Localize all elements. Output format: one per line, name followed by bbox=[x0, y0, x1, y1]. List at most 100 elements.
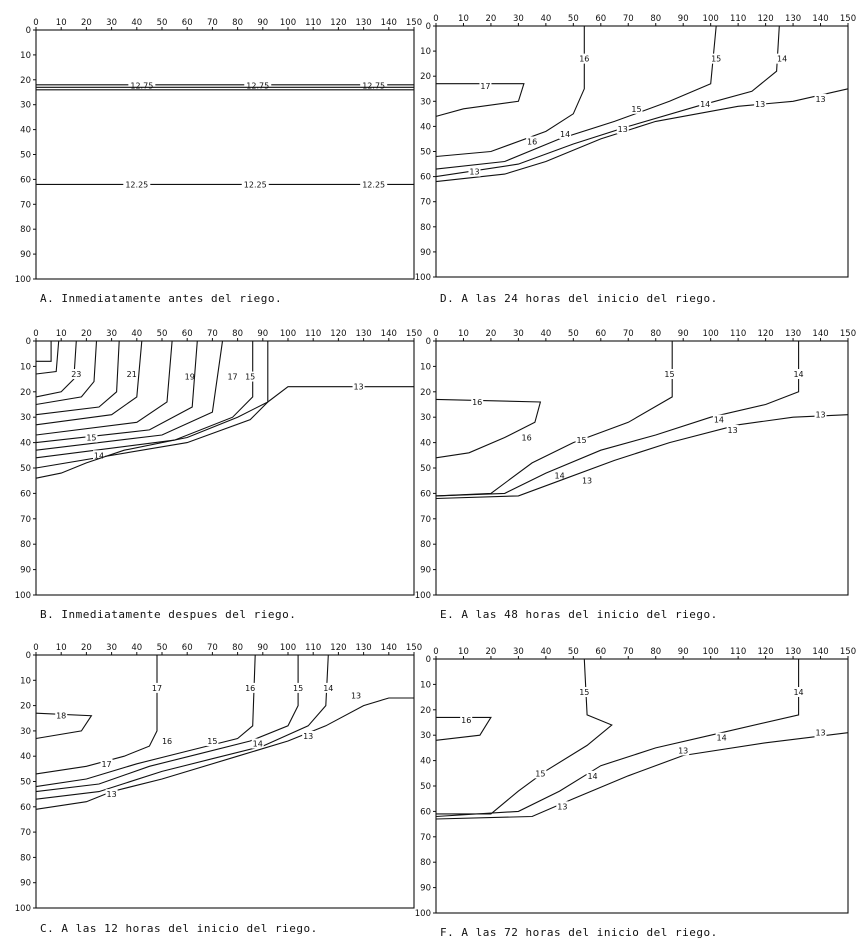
x-tick-label: 30 bbox=[513, 14, 524, 24]
y-tick-label: 0 bbox=[426, 22, 431, 32]
x-tick-label: 100 bbox=[280, 329, 296, 339]
x-tick-label: 30 bbox=[106, 643, 117, 653]
y-tick-label: 70 bbox=[20, 828, 31, 838]
contour-label: 16 bbox=[522, 434, 532, 443]
contour-label-bg bbox=[715, 732, 728, 743]
y-tick-label: 20 bbox=[420, 388, 431, 398]
y-tick-label: 40 bbox=[420, 439, 431, 449]
contour-label-bg bbox=[468, 166, 481, 177]
y-tick-label: 20 bbox=[20, 388, 31, 398]
x-tick-label: 20 bbox=[81, 643, 92, 653]
y-tick-label: 30 bbox=[420, 97, 431, 107]
y-tick-label: 80 bbox=[20, 853, 31, 863]
y-tick-label: 50 bbox=[420, 464, 431, 474]
contour-label-bg bbox=[699, 98, 712, 109]
x-tick-label: 40 bbox=[131, 18, 142, 28]
x-tick-label: 110 bbox=[730, 329, 746, 339]
contour-label: 13 bbox=[557, 802, 567, 811]
contour-line bbox=[436, 658, 613, 815]
x-tick-label: 90 bbox=[257, 18, 268, 28]
x-tick-label: 120 bbox=[330, 643, 346, 653]
x-tick-label: 110 bbox=[305, 18, 321, 28]
contour-label-bg bbox=[471, 396, 484, 407]
contour-line bbox=[35, 655, 158, 775]
x-tick-label: 100 bbox=[280, 18, 296, 28]
contour-label-bg bbox=[776, 53, 789, 64]
x-tick-label: 70 bbox=[207, 329, 218, 339]
x-tick-label: 120 bbox=[757, 647, 773, 657]
x-tick-label: 150 bbox=[406, 329, 422, 339]
y-tick-label: 60 bbox=[20, 489, 31, 499]
x-tick-label: 10 bbox=[458, 14, 469, 24]
contour-line bbox=[35, 341, 269, 469]
y-tick-label: 90 bbox=[420, 248, 431, 258]
caption-b: B. Inmediatamente despues del riego. bbox=[40, 608, 297, 621]
contour-label-bg bbox=[754, 98, 767, 109]
x-tick-label: 60 bbox=[595, 329, 606, 339]
contour-label: 14 bbox=[555, 472, 565, 481]
contour-label: 14 bbox=[253, 740, 263, 749]
contour-label: 15 bbox=[293, 684, 303, 693]
x-tick-label: 110 bbox=[730, 647, 746, 657]
x-tick-label: 80 bbox=[232, 643, 243, 653]
y-tick-label: 10 bbox=[420, 362, 431, 372]
y-tick-label: 0 bbox=[426, 655, 431, 665]
contour-label-bg bbox=[534, 768, 547, 779]
contour-label: 13 bbox=[353, 383, 363, 392]
y-tick-label: 90 bbox=[20, 250, 31, 260]
x-tick-label: 90 bbox=[678, 647, 689, 657]
contour-line bbox=[435, 398, 542, 459]
contour-label-bg bbox=[616, 123, 629, 134]
x-tick-label: 150 bbox=[406, 18, 422, 28]
contour-label: 16 bbox=[245, 684, 255, 693]
contour-label: 17 bbox=[480, 82, 490, 91]
x-tick-label: 100 bbox=[703, 14, 719, 24]
contour-label: 13 bbox=[728, 426, 738, 435]
x-tick-label: 100 bbox=[703, 329, 719, 339]
contour-label-bg bbox=[630, 103, 643, 114]
x-tick-label: 90 bbox=[257, 643, 268, 653]
contour-line bbox=[35, 697, 414, 810]
contour-label-bg bbox=[244, 371, 257, 382]
y-tick-label: 70 bbox=[420, 515, 431, 525]
contour-label-bg bbox=[581, 475, 594, 486]
y-tick-label: 90 bbox=[420, 566, 431, 576]
contour-line bbox=[35, 340, 120, 416]
x-tick-label: 0 bbox=[33, 329, 38, 339]
x-tick-label: 150 bbox=[840, 14, 856, 24]
x-tick-label: 0 bbox=[433, 647, 438, 657]
contour-label: 16 bbox=[579, 55, 589, 64]
x-tick-label: 80 bbox=[650, 647, 661, 657]
x-tick-label: 50 bbox=[157, 329, 168, 339]
contour-label-bg bbox=[575, 435, 588, 446]
x-tick-label: 20 bbox=[486, 14, 497, 24]
contour-label-bg bbox=[302, 730, 315, 741]
x-tick-label: 0 bbox=[33, 18, 38, 28]
x-tick-label: 110 bbox=[730, 14, 746, 24]
y-tick-label: 100 bbox=[415, 273, 431, 283]
y-tick-label: 50 bbox=[20, 778, 31, 788]
x-tick-label: 70 bbox=[623, 647, 634, 657]
y-tick-label: 50 bbox=[420, 148, 431, 158]
y-tick-label: 20 bbox=[20, 76, 31, 86]
contour-label-bg bbox=[244, 80, 272, 91]
y-tick-label: 60 bbox=[20, 175, 31, 185]
x-tick-label: 70 bbox=[623, 329, 634, 339]
contour-label-bg bbox=[479, 81, 492, 92]
contour-label-bg bbox=[70, 369, 83, 380]
contour-label-bg bbox=[292, 682, 305, 693]
y-tick-label: 50 bbox=[20, 151, 31, 161]
y-tick-label: 30 bbox=[20, 413, 31, 423]
contour-label: 17 bbox=[101, 760, 111, 769]
contour-line bbox=[435, 414, 849, 500]
x-tick-label: 40 bbox=[131, 643, 142, 653]
x-tick-label: 140 bbox=[381, 643, 397, 653]
x-tick-label: 60 bbox=[182, 329, 193, 339]
contour-label: 18 bbox=[56, 712, 66, 721]
contour-label-bg bbox=[100, 758, 113, 769]
plot-frame-d bbox=[435, 25, 849, 278]
contour-label: 12.25 bbox=[244, 180, 267, 189]
contour-label-bg bbox=[350, 690, 363, 701]
contour-label-bg bbox=[663, 369, 676, 380]
contour-label-bg bbox=[559, 128, 572, 139]
